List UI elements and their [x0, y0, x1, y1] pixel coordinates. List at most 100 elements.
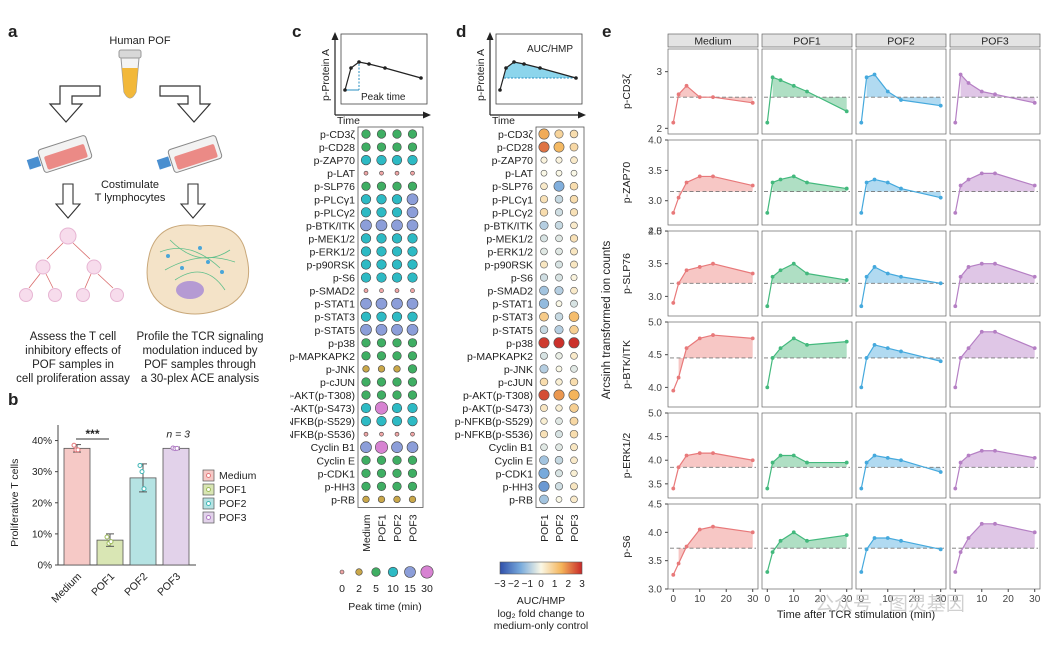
legend-point [206, 487, 211, 492]
series-point [778, 346, 783, 351]
series-line [860, 266, 941, 307]
series-point [899, 186, 903, 191]
peak-dot [392, 468, 402, 478]
row-label: p-SMAD2 [487, 286, 533, 298]
x-tick-label: 0 [765, 594, 771, 605]
y-tick-label: 3 [656, 67, 662, 78]
significance-stars: *** [85, 427, 99, 441]
auc-dot [570, 482, 578, 491]
peak-dot [406, 297, 419, 310]
series-point [993, 261, 997, 266]
auc-dot [569, 208, 579, 217]
y-axis-label: Proliferative T cells [9, 459, 21, 547]
row-label: p-CD3ζ [498, 129, 533, 141]
peak-dot [407, 142, 418, 152]
peak-dot [376, 455, 387, 465]
series-point [844, 109, 849, 114]
colorbar-tick: −1 [522, 579, 534, 590]
peak-dot [361, 481, 371, 491]
bar [129, 477, 157, 566]
series-point [765, 120, 770, 125]
legend-label: POF2 [219, 498, 247, 510]
auc-dot [570, 169, 578, 177]
series-line [766, 337, 847, 388]
peak-dot [407, 481, 418, 491]
auc-dot [570, 365, 578, 373]
row-label: p-PLCγ1 [492, 194, 533, 206]
x-tick-label: 20 [721, 594, 733, 605]
legend-dot [387, 566, 399, 578]
schematic-point [357, 60, 361, 64]
schematic-point [498, 88, 502, 92]
schematic-point [343, 88, 347, 92]
auc-area [678, 453, 753, 468]
column-label: POF1 [539, 514, 551, 542]
panel-e-timecourse-grid: Medium POF1 POF2 POF3 p-CD3ζ 2 3 p-ZAP70 2.5 3.0 3… [601, 33, 1041, 621]
auc-dot [554, 312, 564, 321]
series-line [672, 334, 753, 391]
series-point [805, 180, 809, 185]
peak-dot [363, 431, 369, 437]
peak-dot [376, 377, 387, 387]
column-label: POF2 [554, 514, 566, 542]
auc-dot [554, 129, 564, 139]
series-point [966, 265, 971, 269]
peak-dot [394, 170, 400, 176]
series-point [859, 385, 864, 390]
auc-dot [570, 299, 578, 308]
row-label: p-CD28 [319, 142, 355, 154]
data-point [104, 534, 110, 540]
peak-dot [391, 219, 403, 232]
series-point [770, 550, 775, 555]
peak-dot [407, 416, 418, 427]
series-point [684, 544, 689, 549]
series-point [1032, 100, 1037, 105]
x-axis-label: Time after TCR stimulation (min) [777, 609, 935, 621]
series-point [993, 329, 997, 334]
peak-dot [407, 455, 418, 465]
row-label: p-STAT3 [315, 312, 356, 324]
series-point [844, 533, 849, 538]
auc-dot [538, 128, 550, 140]
bar [96, 539, 124, 566]
peak-dot [360, 441, 372, 454]
series-point [791, 174, 796, 179]
peak-dot [375, 219, 388, 232]
auc-dot [539, 273, 549, 282]
auc-dot [553, 180, 565, 192]
series-point [938, 195, 943, 200]
auc-dot [539, 430, 549, 439]
column-label: Medium [361, 514, 373, 552]
peak-dot [410, 288, 415, 293]
row-label: p-SLP76 [492, 181, 533, 193]
series-point [684, 268, 689, 273]
colorbar-tick: −3 [494, 579, 506, 590]
x-tick-label: 10 [882, 594, 894, 605]
auc-dot [555, 469, 563, 478]
peak-dot [392, 351, 402, 361]
auc-dot [555, 417, 563, 425]
x-tick-label: POF2 [122, 571, 150, 599]
series-point [953, 385, 958, 390]
row-label: p-NFKB(p-S536) [455, 429, 533, 441]
legend-dot [404, 566, 416, 578]
series-point [958, 72, 963, 77]
peak-dot [376, 155, 387, 166]
auc-dot [540, 260, 548, 269]
peak-dot [376, 181, 387, 191]
schematic-line [344, 61, 422, 91]
peak-dot [407, 246, 418, 257]
auc-dot [553, 337, 565, 349]
series-point [750, 100, 755, 105]
peak-dot [391, 194, 403, 205]
auc-dot [539, 285, 549, 296]
series-point [676, 561, 681, 566]
auc-area [960, 74, 1035, 103]
peak-dot [376, 272, 387, 283]
peak-dot [361, 377, 371, 387]
peak-dot [407, 402, 418, 414]
auc-dot [569, 325, 579, 335]
culture-flask-icon [156, 135, 223, 173]
series-point [671, 388, 676, 393]
legend-dot [355, 568, 363, 576]
